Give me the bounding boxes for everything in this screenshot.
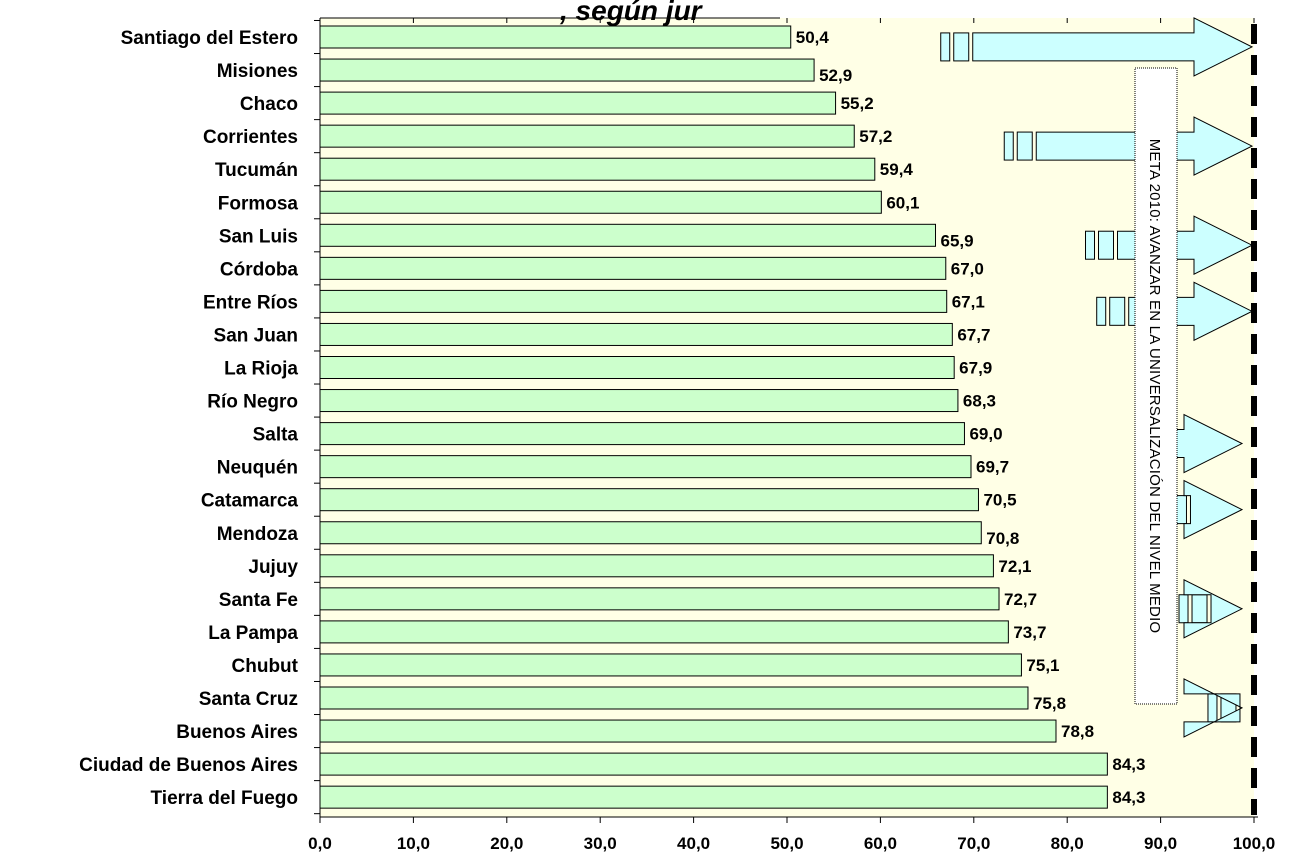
data-label: 60,1: [886, 193, 919, 212]
bar: [319, 223, 937, 247]
data-label: 72,1: [998, 557, 1031, 576]
bar: [319, 587, 1000, 611]
x-tick-label: 20,0: [490, 834, 523, 853]
bar: [319, 322, 953, 346]
bar: [319, 157, 876, 181]
x-tick-label: 10,0: [397, 834, 430, 853]
x-tick-label: 0,0: [308, 834, 332, 853]
data-label: 57,2: [859, 127, 892, 146]
bar: [319, 620, 1009, 644]
data-label: 59,4: [880, 160, 914, 179]
category-label: Ciudad de Buenos Aires: [79, 755, 298, 776]
category-label: Córdoba: [220, 259, 299, 280]
bar: [319, 256, 947, 280]
x-tick-label: 100,0: [1233, 834, 1276, 853]
category-label: Mendoza: [217, 524, 299, 545]
category-label: La Rioja: [224, 359, 298, 380]
data-label: 72,7: [1004, 590, 1037, 609]
bar: [319, 455, 972, 479]
target-arrow: [1183, 678, 1244, 738]
data-label: 78,8: [1061, 722, 1094, 741]
category-label: Salta: [253, 425, 299, 446]
data-label: 75,8: [1033, 694, 1066, 713]
category-label: Tierra del Fuego: [151, 788, 298, 809]
target-arrow: [1085, 215, 1254, 276]
data-label: 69,7: [976, 458, 1009, 477]
category-label: Formosa: [218, 193, 299, 214]
target-arrow: [940, 17, 1254, 77]
data-label: 67,1: [952, 292, 985, 311]
annotation-text: META 2010: AVANZAR EN LA UNIVERSALIZACIÓ…: [1146, 139, 1163, 634]
data-label: 52,9: [819, 66, 852, 85]
x-tick-label: 50,0: [770, 834, 803, 853]
target-arrow: [1178, 578, 1244, 639]
data-label: 67,0: [951, 259, 984, 278]
bar: [319, 686, 1029, 710]
bar: [319, 422, 965, 446]
data-label: 73,7: [1013, 623, 1046, 642]
category-label: Chubut: [232, 656, 299, 677]
data-label: 75,1: [1026, 656, 1059, 675]
data-label: 84,3: [1112, 755, 1145, 774]
x-tick-label: 90,0: [1144, 834, 1177, 853]
bar: [319, 719, 1057, 743]
bar: [319, 785, 1108, 809]
bar: [319, 91, 837, 115]
category-label: Neuquén: [217, 458, 298, 479]
category-label: Jujuy: [248, 557, 298, 578]
data-label: 50,4: [796, 28, 830, 47]
labels-layer: Santiago del Estero 50,4 Misiones 52,9 Chaco…: [79, 28, 1145, 809]
bar: [319, 289, 948, 313]
category-label: La Pampa: [208, 623, 298, 644]
annotation-box: [1134, 67, 1178, 705]
category-label: San Juan: [214, 325, 298, 346]
category-label: Entre Ríos: [203, 292, 298, 313]
bar: [319, 25, 792, 49]
bar: [319, 521, 982, 545]
data-label: 55,2: [841, 94, 874, 113]
category-label: Corrientes: [203, 127, 298, 148]
bar: [319, 752, 1108, 776]
category-label: Misiones: [217, 61, 298, 82]
x-tick-label: 70,0: [957, 834, 990, 853]
category-label: Buenos Aires: [176, 722, 298, 743]
bar: [319, 653, 1022, 677]
bar: [319, 488, 979, 512]
data-label: 70,5: [983, 491, 1016, 510]
category-label: Santa Fe: [219, 590, 298, 611]
x-tick-label: 40,0: [677, 834, 710, 853]
data-label: 84,3: [1112, 788, 1145, 807]
data-label: 67,9: [959, 359, 992, 378]
bar: [319, 554, 994, 578]
data-label: 69,0: [969, 425, 1002, 444]
category-label: San Luis: [219, 226, 298, 247]
bar: [319, 190, 882, 214]
bar: [319, 389, 959, 413]
bar: [319, 124, 855, 148]
axis-layer: 0,0 10,0 20,0 30,0 40,0 50,0 60,0 70,0 80,0 90,0 1…: [308, 17, 1276, 853]
category-label: Río Negro: [207, 392, 298, 413]
data-label: 65,9: [941, 231, 974, 250]
data-label: 67,7: [957, 325, 990, 344]
bar: [319, 356, 955, 379]
x-tick-label: 60,0: [864, 834, 897, 853]
category-label: Chaco: [240, 94, 298, 115]
category-label: Tucumán: [215, 160, 298, 181]
category-label: Santa Cruz: [199, 689, 298, 710]
bar: [319, 58, 815, 82]
data-label: 70,8: [986, 529, 1019, 548]
x-tick-label: 30,0: [584, 834, 617, 853]
data-label: 68,3: [963, 392, 996, 411]
chart-title-fragment: , según jur: [559, 0, 704, 26]
category-label: Catamarca: [201, 491, 299, 512]
x-tick-label: 80,0: [1051, 834, 1084, 853]
category-label: Santiago del Estero: [121, 28, 298, 49]
